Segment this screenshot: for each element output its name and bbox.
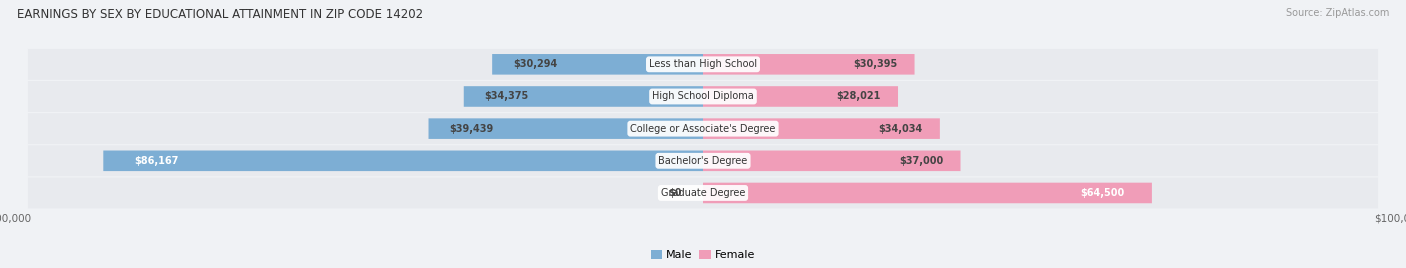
Text: $39,439: $39,439 [450,124,494,134]
FancyBboxPatch shape [28,81,1378,112]
FancyBboxPatch shape [703,118,939,139]
FancyBboxPatch shape [703,151,960,171]
Text: $0: $0 [669,188,682,198]
Text: $28,021: $28,021 [837,91,880,102]
Text: High School Diploma: High School Diploma [652,91,754,102]
FancyBboxPatch shape [492,54,703,75]
FancyBboxPatch shape [103,151,703,171]
Text: $86,167: $86,167 [135,156,179,166]
FancyBboxPatch shape [464,86,703,107]
Text: Source: ZipAtlas.com: Source: ZipAtlas.com [1285,8,1389,18]
Text: $30,294: $30,294 [513,59,557,69]
FancyBboxPatch shape [28,177,1378,209]
Text: $30,395: $30,395 [853,59,897,69]
FancyBboxPatch shape [703,183,1152,203]
FancyBboxPatch shape [28,49,1378,80]
Text: Less than High School: Less than High School [650,59,756,69]
FancyBboxPatch shape [28,113,1378,144]
FancyBboxPatch shape [703,86,898,107]
FancyBboxPatch shape [429,118,703,139]
FancyBboxPatch shape [28,145,1378,176]
Text: $64,500: $64,500 [1080,188,1123,198]
Text: Graduate Degree: Graduate Degree [661,188,745,198]
Text: College or Associate's Degree: College or Associate's Degree [630,124,776,134]
Text: $34,034: $34,034 [879,124,922,134]
Text: $34,375: $34,375 [485,91,529,102]
FancyBboxPatch shape [703,54,914,75]
Text: Bachelor's Degree: Bachelor's Degree [658,156,748,166]
Legend: Male, Female: Male, Female [647,245,759,265]
Text: EARNINGS BY SEX BY EDUCATIONAL ATTAINMENT IN ZIP CODE 14202: EARNINGS BY SEX BY EDUCATIONAL ATTAINMEN… [17,8,423,21]
Text: $37,000: $37,000 [898,156,943,166]
